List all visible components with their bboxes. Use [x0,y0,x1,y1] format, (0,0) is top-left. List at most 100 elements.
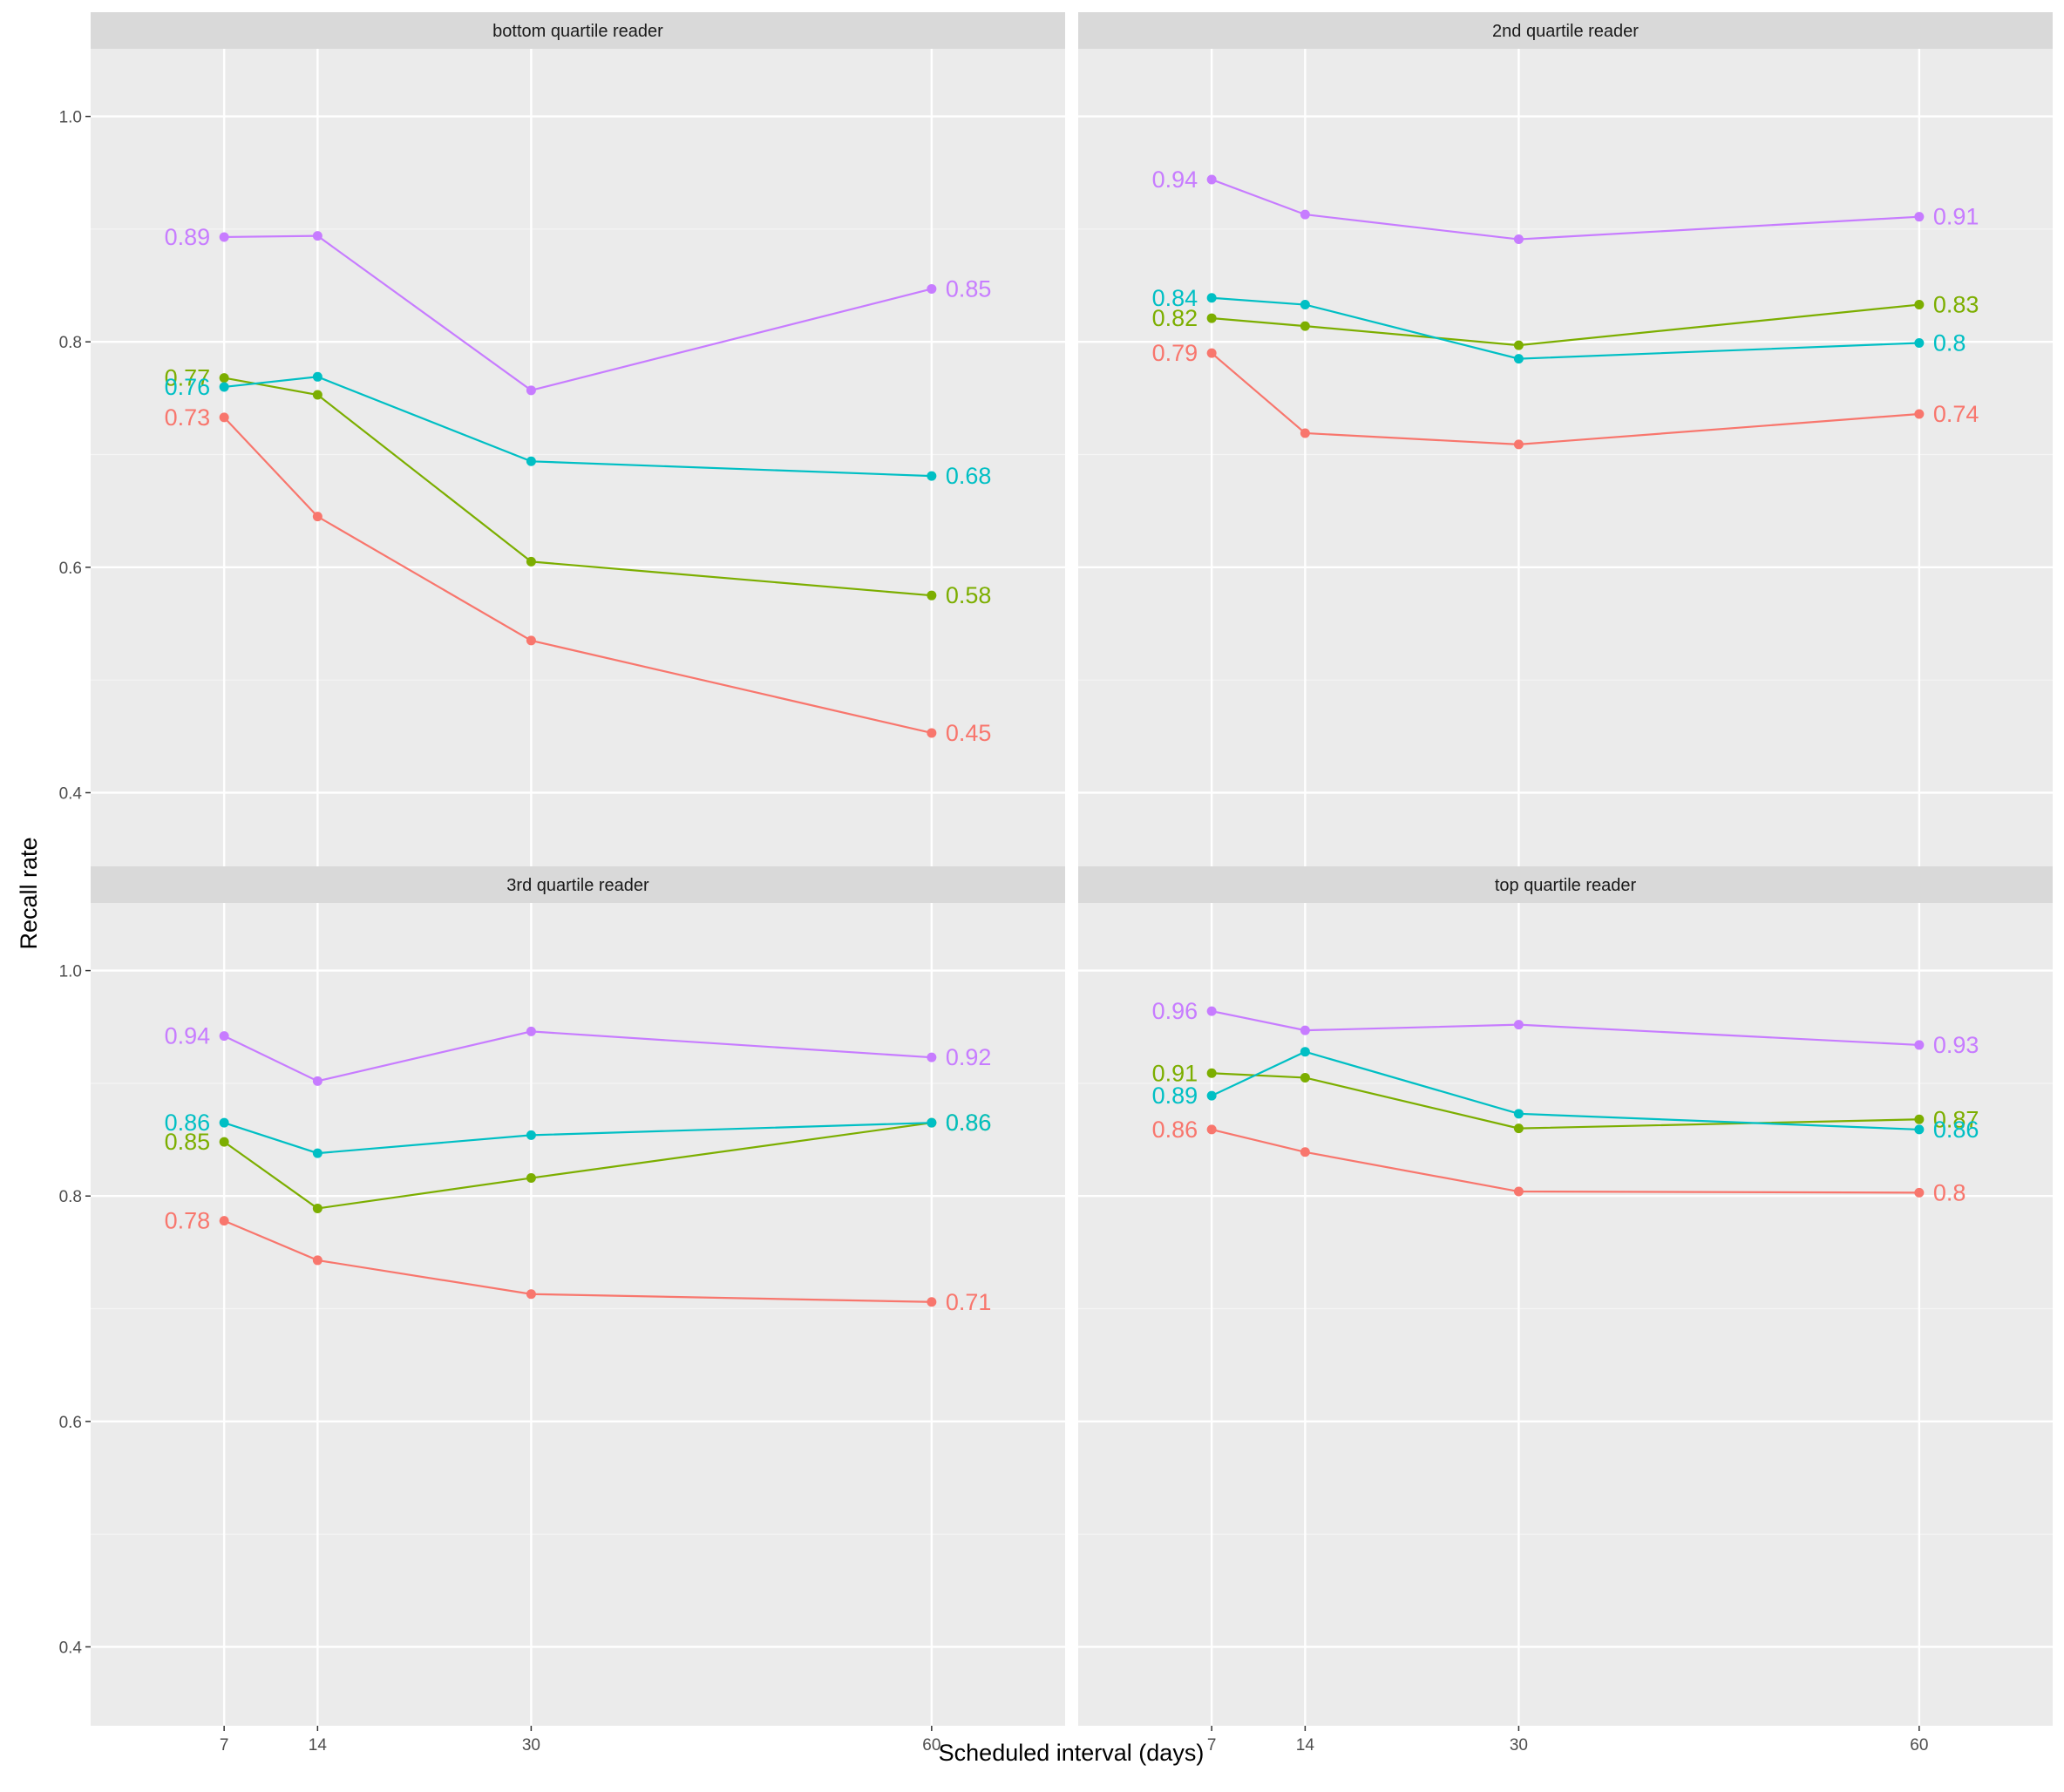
data-point [312,390,322,400]
data-point [927,1297,937,1307]
end-value-label: 0.83 [1933,292,1979,318]
x-tick-label: 30 [1510,1736,1528,1755]
series-line [223,1122,932,1210]
data-point [219,373,229,384]
data-point [1914,1040,1925,1050]
data-point [312,371,322,382]
end-value-label: 0.91 [1933,204,1979,230]
series-line [1211,352,1919,445]
data-point [312,512,322,522]
data-point [927,471,937,481]
y-tick-label: 0.8 [59,1188,82,1206]
y-tick-label: 0.6 [59,1414,82,1432]
panel-title: 3rd quartile reader [506,876,649,895]
y-tick-label: 0.4 [59,784,83,803]
data-point [526,1173,536,1184]
data-point [312,1255,322,1266]
data-point [219,1216,229,1226]
series-line [224,376,932,478]
data-point [526,1130,536,1140]
data-point [312,231,322,241]
series-line [1211,1128,1919,1194]
data-point [927,1052,937,1062]
series-line [223,1219,932,1303]
data-point [1206,174,1217,185]
x-axis-title: Scheduled interval (days) [939,1740,1205,1766]
data-point [1300,428,1310,438]
data-point [1513,354,1524,364]
end-value-label: 0.45 [946,720,992,746]
data-point [1513,340,1524,350]
x-tick-label: 14 [309,1736,328,1755]
start-value-label: 0.94 [165,1023,211,1049]
plot-background [91,49,1065,872]
panel-title: top quartile reader [1495,876,1637,895]
start-value-label: 0.73 [165,404,211,431]
data-point [219,382,229,392]
end-value-label: 0.8 [1933,1179,1966,1205]
series-line [1211,1050,1919,1131]
series-line [1212,296,1919,360]
data-point [219,1137,229,1147]
data-point [1914,300,1925,310]
data-point [312,1203,322,1213]
series-line [1212,1072,1919,1130]
data-point [1513,1020,1524,1030]
end-value-label: 0.86 [946,1110,992,1136]
data-point [927,590,937,601]
panel-strip [1078,866,2053,903]
data-point [1300,209,1310,220]
series-1: 0.79 0.74 [1152,340,1979,450]
plot-background [91,903,1065,1726]
panel-3: 3rd quartile reader 0.4 0.6 0.8 1.0 7 14 30 60 0.… [59,866,1065,1755]
data-point [526,635,536,646]
series-3: 0.89 0.86 [1152,1047,1979,1143]
end-value-label: 0.92 [946,1044,992,1070]
start-value-label: 0.86 [1152,1117,1198,1143]
y-tick-label: 0.8 [59,334,82,352]
series-2: 0.82 0.83 [1152,292,1979,350]
data-point [927,728,937,738]
data-point [1513,234,1524,245]
data-point [1206,293,1217,303]
data-point [1513,1123,1524,1134]
start-value-label: 0.96 [1152,998,1198,1024]
series-line [223,417,933,735]
start-value-label: 0.89 [165,224,211,250]
data-point [526,556,536,567]
data-point [219,232,229,242]
end-value-label: 0.86 [946,1110,992,1136]
start-value-label: 0.85 [165,1129,211,1155]
data-point [1206,1090,1217,1101]
data-point [1206,1068,1217,1078]
series-line [223,377,932,597]
data-point [1914,1114,1925,1124]
series-line [223,1030,932,1083]
data-point [312,1148,322,1158]
series-3: 0.84 0.8 [1152,285,1966,364]
plot-background [1078,903,2053,1726]
panel-strip [1078,12,2053,49]
plot-background [1078,49,2053,872]
data-point [1300,1072,1310,1083]
data-point [1300,1025,1310,1035]
data-point [1300,1047,1310,1057]
x-tick-label: 14 [1296,1736,1315,1755]
y-tick-label: 1.0 [59,963,82,981]
start-value-label: 0.94 [1152,166,1198,193]
start-value-label: 0.77 [165,365,211,391]
series-4: 0.94 0.91 [1152,166,1979,245]
start-value-label: 0.76 [165,374,211,400]
series-line [1212,303,1919,347]
x-tick-label: 60 [922,1736,940,1755]
data-point [1914,338,1925,349]
data-point [1300,321,1310,331]
data-point [1914,1187,1925,1198]
series-2: 0.91 0.87 [1152,1060,1979,1134]
start-value-label: 0.78 [165,1208,211,1234]
data-point [1513,1109,1524,1119]
data-point [219,412,229,423]
data-point [1206,1006,1217,1016]
start-value-label: 0.82 [1152,305,1198,331]
